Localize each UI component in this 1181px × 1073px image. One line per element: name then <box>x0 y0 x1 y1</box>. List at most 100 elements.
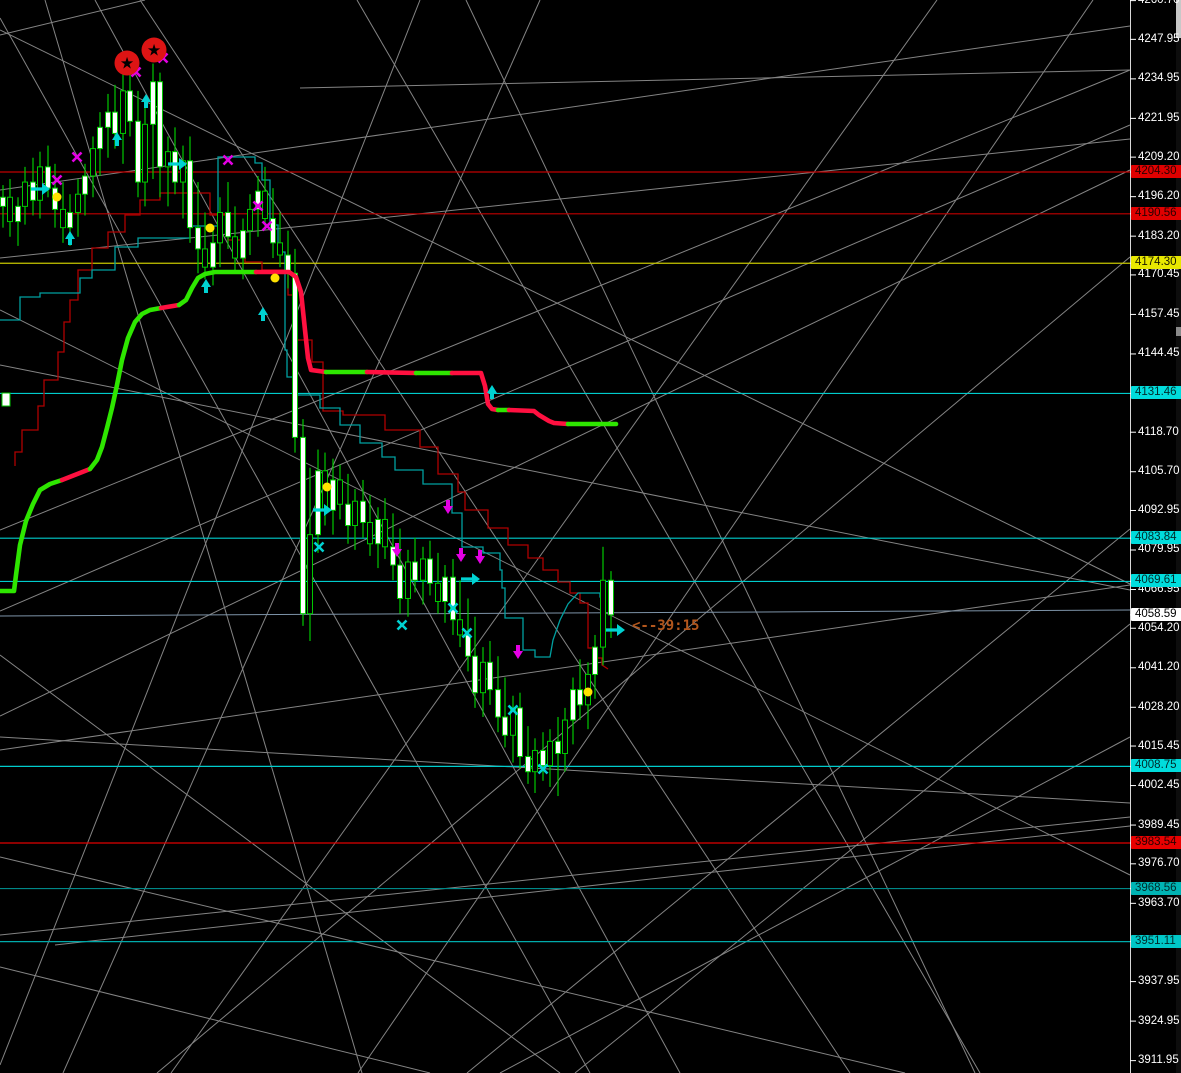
candle <box>457 580 463 648</box>
trendline[interactable] <box>0 309 1131 876</box>
trend-ma-segment <box>87 305 164 472</box>
candle-body <box>255 190 261 210</box>
signal-markers-layer: ★★ <box>31 37 625 775</box>
trend-ma-segment <box>176 269 259 308</box>
candle-body <box>195 227 201 250</box>
x-marker-icon <box>222 154 234 166</box>
scrollbar-mark[interactable] <box>1176 327 1181 336</box>
candle-body <box>435 582 441 603</box>
trendline[interactable] <box>0 966 431 1073</box>
candle <box>37 151 43 219</box>
candle-body <box>577 689 583 706</box>
trendline[interactable] <box>299 69 1131 89</box>
candle <box>75 179 81 237</box>
candle <box>315 449 321 553</box>
candle <box>382 498 388 559</box>
candle <box>247 194 253 256</box>
trendline[interactable] <box>466 528 1131 1073</box>
price-guide-line[interactable] <box>0 609 1131 617</box>
candle-body <box>97 126 103 150</box>
candle <box>180 145 186 219</box>
horizontal-levels-layer[interactable] <box>0 171 1130 943</box>
trendline[interactable] <box>0 584 1131 751</box>
axis-price-label: 3963.70 <box>1138 896 1180 909</box>
trendline[interactable] <box>0 124 1131 612</box>
candle <box>22 166 28 225</box>
trendline[interactable] <box>0 856 906 1073</box>
axis-price-label: 4170.45 <box>1138 268 1180 281</box>
candle-body <box>487 661 493 691</box>
x-marker-icon <box>396 619 408 631</box>
trendline[interactable] <box>139 0 851 1073</box>
level-price-label: 4131.46 <box>1131 386 1181 400</box>
candle-body <box>390 546 396 566</box>
trendline[interactable] <box>170 0 938 1073</box>
level-price-label: 4069.61 <box>1131 574 1181 588</box>
candle <box>435 552 441 614</box>
trendline[interactable] <box>0 816 1131 936</box>
candle <box>0 185 6 228</box>
axis-price-label: 4260.70 <box>1138 0 1180 7</box>
candle <box>240 218 246 280</box>
x-marker-icon <box>313 541 325 553</box>
candle <box>285 230 291 289</box>
candle-body <box>457 619 463 636</box>
trendline[interactable] <box>156 256 1131 1073</box>
red-circle <box>114 50 140 76</box>
trendline[interactable] <box>499 736 1131 1073</box>
candle <box>7 179 13 237</box>
candle <box>360 479 366 538</box>
candle-body <box>427 558 433 584</box>
candle-body <box>420 558 426 581</box>
trend-ma-segment <box>158 302 182 311</box>
candle <box>135 90 141 198</box>
trendline[interactable] <box>357 0 1094 1073</box>
level-price-label: 4204.30 <box>1131 165 1181 179</box>
candle <box>427 540 433 596</box>
candle-body <box>397 564 403 599</box>
candle-body <box>412 561 418 581</box>
candle <box>262 166 268 228</box>
candle-body <box>547 740 553 767</box>
trendline[interactable] <box>0 654 561 1073</box>
level-price-label: 4083.84 <box>1131 531 1181 545</box>
line-handle-box[interactable] <box>1 392 11 407</box>
scrollbar-thumb[interactable] <box>1176 0 1181 38</box>
x-marker-icon <box>261 220 273 232</box>
trendline[interactable] <box>0 364 1131 591</box>
axis-price-label: 3989.45 <box>1138 818 1180 831</box>
trendline[interactable] <box>0 29 1131 585</box>
candle <box>307 467 313 642</box>
trendline[interactable] <box>54 825 1131 946</box>
trendline[interactable] <box>0 169 1131 717</box>
candle <box>600 546 606 666</box>
x-marker-icon <box>537 763 549 775</box>
trendline[interactable] <box>0 17 591 1073</box>
trendline[interactable] <box>0 69 1131 531</box>
trendline[interactable] <box>0 0 421 1066</box>
trendline[interactable] <box>0 0 146 36</box>
trendline[interactable] <box>574 623 1131 1073</box>
candle-body <box>345 503 351 527</box>
candle-body <box>450 576 456 621</box>
candle <box>90 136 96 198</box>
candle-body <box>150 81 156 125</box>
candle <box>532 738 538 793</box>
candle <box>277 212 283 268</box>
trendline[interactable] <box>356 0 981 1073</box>
axis-price-label: 4015.45 <box>1138 739 1180 752</box>
candle-body <box>262 190 268 220</box>
trendline[interactable] <box>44 0 363 1073</box>
x-marker-icon <box>71 151 83 163</box>
star-glyph: ★ <box>147 41 161 60</box>
candle <box>547 729 553 787</box>
trendlines-layer[interactable] <box>0 0 1131 1073</box>
candle-body <box>202 248 208 268</box>
candle-body <box>555 740 561 754</box>
sell-signal-circle-icon: ★ <box>114 50 140 76</box>
trendline[interactable] <box>465 0 976 1073</box>
candle-body <box>480 661 486 694</box>
candle-body <box>225 211 231 238</box>
